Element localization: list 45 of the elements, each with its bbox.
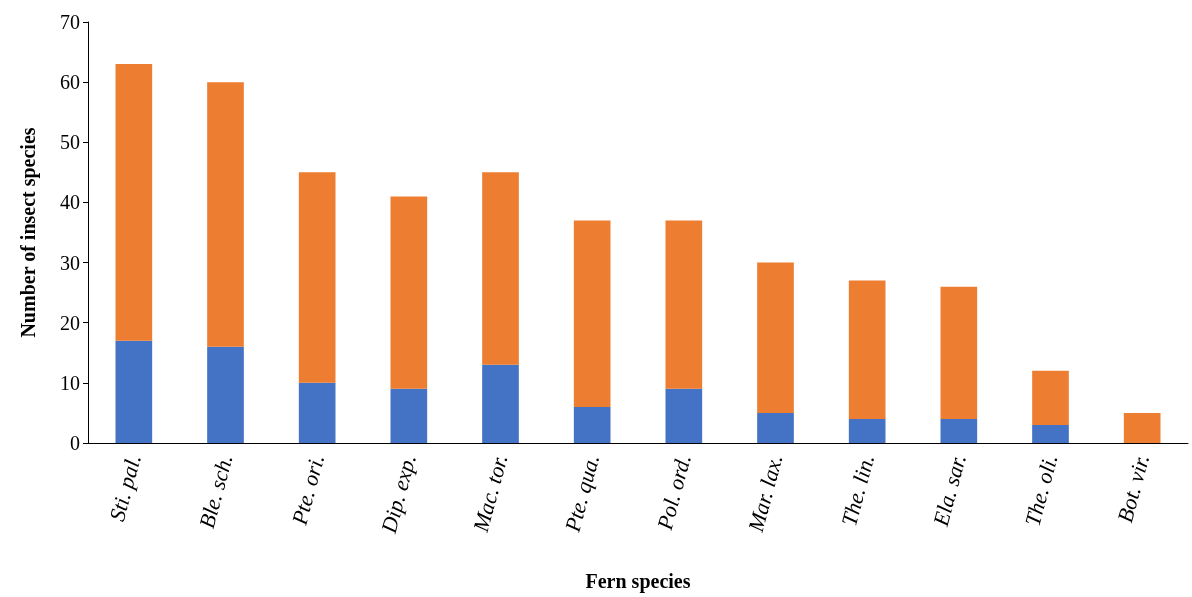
bar — [665, 220, 703, 389]
bar — [665, 388, 703, 443]
bar — [848, 418, 886, 443]
bar — [940, 286, 978, 419]
x-tick-label: Mar. lax. — [742, 451, 788, 536]
y-tick-label: 50 — [60, 131, 80, 154]
bar — [390, 196, 428, 389]
x-tick-label: The. lin. — [836, 451, 880, 529]
bar — [390, 388, 428, 443]
bar — [115, 64, 153, 341]
bar — [573, 220, 611, 407]
x-tick-label: The. oli. — [1019, 451, 1063, 529]
x-tick-label: Pte. ori. — [286, 451, 330, 529]
bar — [298, 382, 336, 443]
y-tick-label: 10 — [60, 371, 80, 394]
x-tick-label: Ela. sar. — [927, 451, 971, 530]
bar — [940, 418, 978, 443]
bar — [848, 280, 886, 419]
bar — [1032, 424, 1069, 443]
bar — [1032, 370, 1069, 425]
bar — [573, 406, 611, 443]
x-tick-label: Dip. exp. — [375, 451, 421, 537]
y-tick-label: 60 — [60, 71, 80, 94]
y-tick-label: 0 — [70, 432, 80, 454]
bar — [482, 364, 519, 443]
bar — [298, 172, 336, 383]
y-axis-title: Number of insect species — [17, 127, 40, 338]
bar — [1123, 412, 1161, 443]
y-tick-label: 30 — [60, 251, 80, 274]
x-tick-label: Mac. tor. — [467, 451, 513, 536]
x-tick-label: Pte. qua. — [559, 451, 605, 536]
x-axis-title: Fern species — [585, 570, 691, 593]
x-tick-label: Sti. pal. — [104, 451, 146, 524]
bar — [757, 262, 794, 413]
x-tick-label: Ble. sch. — [193, 451, 238, 531]
bar — [115, 340, 153, 443]
x-tick-label: Bot. vir. — [1112, 451, 1155, 525]
bar — [757, 412, 794, 443]
x-tick-label: Pol. ord. — [651, 451, 696, 534]
bar — [207, 82, 244, 347]
bar — [207, 346, 244, 443]
bar — [482, 172, 519, 365]
y-tick-label: 70 — [60, 11, 80, 33]
y-tick-label: 40 — [60, 191, 80, 214]
y-tick-label: 20 — [60, 311, 80, 334]
